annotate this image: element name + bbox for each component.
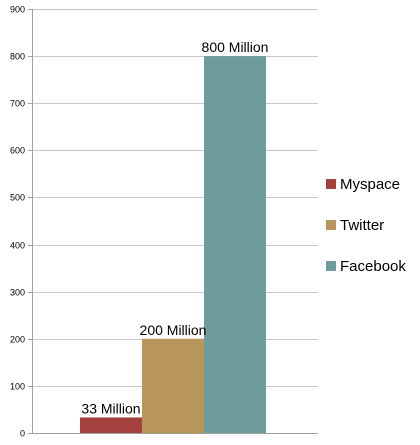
y-axis: 0 100 200 300 400 500 600 700 800 900 xyxy=(10,5,318,439)
y-tick-label-200: 200 xyxy=(10,335,25,345)
y-tick-label-300: 300 xyxy=(10,288,25,298)
data-label-myspace: 33 Million xyxy=(81,400,140,416)
y-tick-label-100: 100 xyxy=(10,382,25,392)
y-tick-label-500: 500 xyxy=(10,193,25,203)
bar-twitter xyxy=(142,338,204,433)
legend-swatch-facebook xyxy=(326,261,336,271)
y-tick-label-700: 700 xyxy=(10,99,25,109)
data-label-twitter: 200 Million xyxy=(140,322,207,338)
y-tick-label-900: 900 xyxy=(10,5,25,15)
legend-label-myspace: Myspace xyxy=(340,176,400,193)
y-tick-label-600: 600 xyxy=(10,146,25,156)
data-label-facebook: 800 Million xyxy=(202,39,269,55)
legend: Myspace Twitter Facebook xyxy=(326,176,406,275)
y-tick-label-800: 800 xyxy=(10,52,25,62)
legend-swatch-twitter xyxy=(326,220,336,230)
legend-label-facebook: Facebook xyxy=(340,258,406,275)
data-labels: 33 Million 200 Million 800 Million xyxy=(81,39,268,416)
legend-swatch-myspace xyxy=(326,179,336,189)
y-tick-label-400: 400 xyxy=(10,241,25,251)
gridlines xyxy=(32,9,318,434)
bar-myspace xyxy=(80,417,142,433)
y-tick-label-0: 0 xyxy=(20,429,25,439)
legend-label-twitter: Twitter xyxy=(340,217,384,234)
bar-facebook xyxy=(204,56,266,433)
bars xyxy=(80,56,266,433)
